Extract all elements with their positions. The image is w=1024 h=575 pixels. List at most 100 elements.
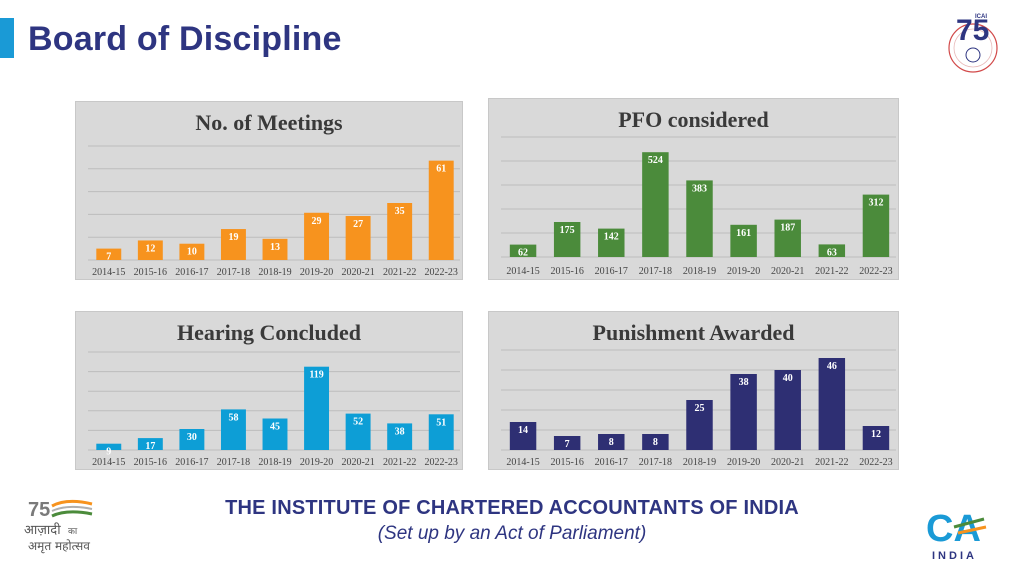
bar	[262, 418, 288, 450]
pfo-chart-title: PFO considered	[618, 107, 769, 132]
x-tick-label: 2014-15	[506, 266, 539, 277]
bar	[642, 152, 669, 257]
data-label: 27	[353, 219, 363, 230]
x-tick-label: 2020-21	[771, 266, 804, 277]
punishment-chart: 14 2014-15 7 2015-16 8 2016-17 8 2017-18 25 2018-…	[501, 349, 896, 468]
data-label: 10	[187, 247, 197, 258]
data-label: 30	[187, 432, 197, 443]
data-label: 12	[145, 243, 155, 254]
x-tick-label: 2015-16	[134, 267, 167, 278]
data-label: 8	[609, 437, 614, 448]
data-label: 13	[270, 242, 280, 253]
bar	[220, 409, 246, 450]
meetings-chart: 7 2014-15 12 2015-16 10 2016-17 19 2017-18 13 201…	[88, 145, 460, 278]
data-label: 58	[228, 412, 238, 423]
azadi-ka-amrit-mahotsav-logo: 75 आज़ादी का अमृत महोत्सव	[22, 496, 112, 556]
data-label: 383	[692, 183, 707, 194]
x-tick-label: 2015-16	[550, 266, 583, 277]
title-accent-bar	[0, 18, 14, 58]
meetings-chart-title: No. of Meetings	[195, 110, 343, 135]
bar	[818, 244, 846, 257]
x-tick-label: 2022-23	[425, 457, 458, 468]
x-tick-label: 2017-18	[639, 457, 672, 468]
x-tick-label: 2016-17	[595, 457, 628, 468]
bar	[509, 422, 537, 450]
data-label: 29	[312, 216, 322, 227]
data-label: 8	[653, 437, 658, 448]
data-label: 25	[695, 403, 705, 414]
punishment-chart-title: Punishment Awarded	[592, 320, 795, 345]
x-tick-label: 2021-22	[815, 266, 848, 277]
x-tick-label: 2016-17	[175, 457, 208, 468]
x-tick-label: 2021-22	[383, 267, 416, 278]
bar	[137, 240, 163, 260]
x-tick-label: 2014-15	[92, 267, 125, 278]
hearing-chart-panel: 9 2014-15 17 2015-16 30 2016-17 58 2017-18 45 201…	[75, 311, 463, 470]
bar	[387, 203, 413, 260]
icai-75-logo: 75 ICAI	[942, 10, 1002, 80]
x-tick-label: 2018-19	[683, 457, 716, 468]
bar	[262, 238, 288, 260]
data-label: 17	[145, 441, 155, 452]
bar	[304, 212, 330, 260]
x-tick-label: 2021-22	[383, 457, 416, 468]
punishment-chart-panel: 14 2014-15 7 2015-16 8 2016-17 8 2017-18 25 2018-…	[488, 311, 899, 470]
pfo-chart: 62 2014-15 175 2015-16 142 2016-17 524 2017-18 3…	[501, 136, 896, 277]
bar	[862, 426, 890, 450]
x-tick-label: 2020-21	[341, 267, 374, 278]
bar	[345, 413, 371, 450]
data-label: 7	[565, 439, 570, 450]
data-label: 35	[395, 206, 405, 217]
bar	[553, 436, 581, 450]
data-label: 38	[739, 377, 749, 388]
bar	[428, 414, 454, 450]
bar	[387, 423, 413, 450]
data-label: 312	[868, 198, 883, 209]
data-label: 51	[436, 417, 446, 428]
data-label: 62	[518, 248, 528, 259]
data-label: 46	[827, 361, 837, 372]
footer-subtitle: (Set up by an Act of Parliament)	[377, 523, 647, 544]
data-label: 187	[780, 223, 795, 234]
bar	[686, 400, 713, 450]
x-tick-label: 2014-15	[92, 457, 125, 468]
x-tick-label: 2015-16	[550, 457, 583, 468]
data-label: 14	[518, 425, 528, 436]
x-tick-label: 2022-23	[859, 266, 892, 277]
bar	[774, 370, 801, 450]
x-tick-label: 2019-20	[300, 267, 333, 278]
bar	[862, 194, 890, 257]
bar	[137, 438, 163, 450]
data-label: 12	[871, 429, 881, 440]
x-tick-label: 2017-18	[217, 457, 250, 468]
x-tick-label: 2015-16	[134, 457, 167, 468]
data-label: 61	[436, 164, 446, 175]
x-tick-label: 2018-19	[258, 457, 291, 468]
pfo-chart-panel: 62 2014-15 175 2015-16 142 2016-17 524 2017-18 3…	[488, 98, 899, 280]
logo-75-text: 75	[956, 14, 989, 47]
data-label: 52	[353, 417, 363, 428]
data-label: 45	[270, 422, 280, 433]
data-label: 7	[106, 252, 111, 263]
page-title: Board of Discipline	[28, 20, 342, 58]
x-tick-label: 2016-17	[175, 267, 208, 278]
bar	[220, 229, 246, 260]
footer-institute-name: THE INSTITUTE OF CHARTERED ACCOUNTANTS O…	[225, 497, 799, 519]
india-logo-text: INDIA	[932, 550, 977, 562]
x-tick-label: 2018-19	[258, 267, 291, 278]
x-tick-label: 2020-21	[771, 457, 804, 468]
bar	[553, 222, 581, 257]
bar	[304, 366, 330, 450]
x-tick-label: 2014-15	[506, 457, 539, 468]
bar	[818, 358, 846, 450]
bar	[730, 374, 757, 450]
x-tick-label: 2022-23	[859, 457, 892, 468]
bar	[642, 434, 669, 450]
data-label: 63	[827, 247, 837, 258]
data-label: 38	[395, 426, 405, 437]
x-tick-label: 2017-18	[217, 267, 250, 278]
data-label: 9	[106, 447, 111, 458]
bar	[774, 219, 801, 257]
ca-india-logo: CA INDIA	[924, 505, 994, 563]
x-tick-label: 2017-18	[639, 266, 672, 277]
